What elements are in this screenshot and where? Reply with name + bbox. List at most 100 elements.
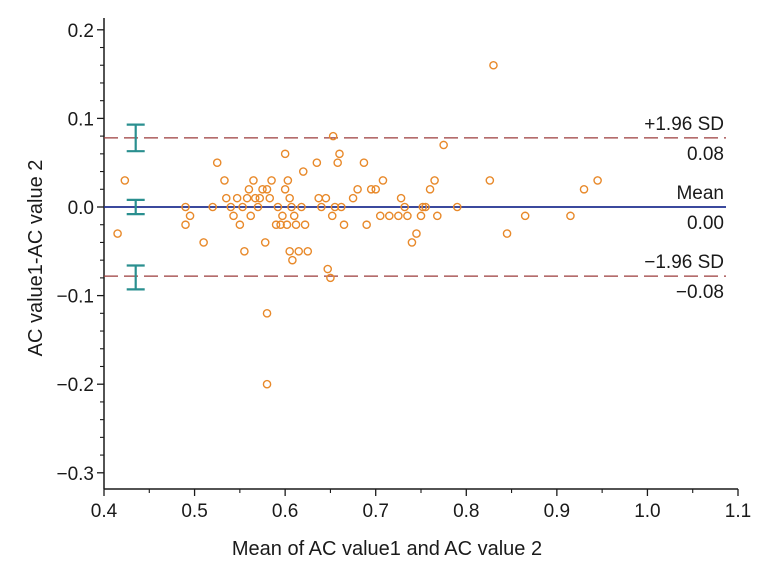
data-point	[312, 158, 322, 167]
x-tick-label: 0.8	[453, 501, 479, 522]
data-point	[262, 379, 272, 389]
ci-bar	[126, 264, 145, 291]
y-tick-labels: 0.2 0.1 0.0 −0.1 −0.2 −0.3	[56, 21, 94, 485]
data-point	[271, 220, 281, 230]
x-tick-label: 1.0	[634, 501, 660, 522]
reference-line-labels: +1.96 SD 0.08 Mean 0.00 −1.96 SD −0.08	[644, 114, 724, 303]
data-point	[418, 202, 428, 212]
data-point	[396, 193, 406, 203]
data-point	[375, 211, 385, 221]
data-point	[359, 158, 369, 167]
data-point	[317, 202, 326, 212]
data-point	[425, 184, 435, 194]
mean-label: Mean	[676, 183, 724, 204]
data-point	[250, 193, 260, 203]
x-tick-labels: 0.4 0.5 0.6 0.7 0.8 0.9 1.0 1.1	[91, 501, 751, 522]
x-tick-label: 0.5	[181, 501, 207, 522]
axes	[97, 18, 739, 496]
data-point	[394, 211, 403, 221]
data-point	[291, 220, 301, 230]
data-point	[439, 140, 448, 150]
data-point	[273, 202, 283, 212]
data-point	[282, 220, 292, 230]
data-point	[285, 246, 294, 256]
y-tick-label: 0.0	[68, 198, 94, 219]
data-point	[242, 193, 252, 203]
data-point	[297, 202, 306, 212]
data-point	[278, 211, 287, 221]
x-tick-label: 1.1	[725, 501, 751, 522]
data-point	[262, 309, 272, 318]
data-point	[255, 193, 265, 203]
data-point	[371, 184, 381, 194]
ci-bar	[126, 198, 145, 216]
data-point	[262, 184, 272, 194]
data-point	[287, 202, 296, 212]
data-point	[288, 255, 297, 265]
data-point	[199, 238, 208, 247]
y-tick-label: −0.1	[56, 287, 94, 308]
data-point	[366, 184, 376, 194]
data-point	[249, 176, 258, 185]
data-point	[314, 193, 323, 203]
data-point	[362, 220, 371, 230]
data-point	[403, 211, 412, 221]
data-point	[452, 202, 462, 212]
data-point	[300, 220, 310, 230]
data-point	[181, 220, 190, 230]
data-point	[185, 211, 195, 221]
data-point	[289, 211, 299, 221]
mean-value: 0.00	[687, 213, 724, 234]
data-point	[330, 202, 340, 212]
data-point	[323, 264, 333, 274]
data-point	[298, 167, 308, 176]
upper-limit-label: +1.96 SD	[644, 114, 724, 135]
data-point	[339, 220, 349, 230]
y-tick-label: −0.2	[56, 375, 94, 396]
data-point	[321, 193, 331, 203]
upper-limit-value: 0.08	[687, 144, 724, 165]
data-point	[430, 176, 439, 185]
data-point	[267, 176, 276, 185]
data-point	[303, 246, 313, 256]
data-point	[285, 193, 294, 203]
x-tick-label: 0.4	[91, 501, 118, 522]
data-point	[520, 211, 530, 221]
data-point	[283, 176, 293, 185]
data-point	[579, 184, 589, 194]
data-point	[229, 211, 238, 221]
data-point	[348, 193, 358, 203]
data-point	[246, 211, 256, 221]
data-point	[276, 220, 285, 230]
data-point	[336, 202, 346, 212]
data-point	[566, 211, 575, 221]
y-tick-label: −0.3	[56, 464, 94, 485]
data-point	[235, 220, 245, 230]
data-point	[226, 202, 236, 212]
data-point	[265, 193, 275, 203]
data-point	[280, 149, 290, 159]
x-tick-label: 0.9	[544, 501, 570, 522]
data-point	[489, 60, 498, 70]
data-point	[221, 193, 231, 203]
x-tick-label: 0.6	[272, 501, 298, 522]
data-point	[113, 229, 122, 238]
data-point	[378, 176, 388, 185]
data-point	[421, 202, 430, 212]
reference-lines	[104, 137, 726, 277]
data-point	[433, 211, 442, 221]
y-tick-label: 0.1	[68, 109, 94, 130]
y-axis-title: AC value1-AC value 2	[25, 160, 47, 357]
data-point	[328, 131, 338, 141]
data-point	[238, 202, 247, 212]
y-tick-label: 0.2	[68, 21, 94, 42]
data-point	[335, 149, 344, 159]
data-point	[327, 211, 337, 221]
data-point	[326, 273, 335, 283]
data-point	[502, 229, 512, 238]
data-point	[485, 176, 495, 185]
data-points	[113, 60, 602, 389]
data-point	[353, 184, 362, 194]
data-point	[416, 211, 426, 221]
